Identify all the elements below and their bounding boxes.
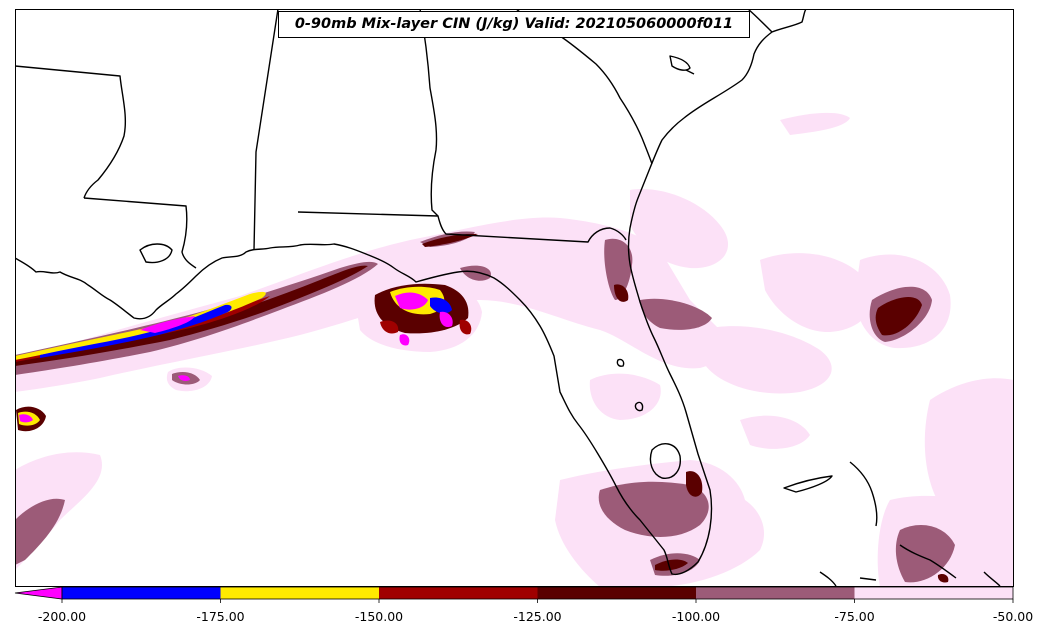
cin-darkred-south-fl (686, 471, 703, 497)
border-al-fl (297, 211, 627, 243)
cin-mauve-bahamas (895, 525, 955, 583)
cin-light-atlantic-5 (924, 378, 1014, 525)
island-bahamas-1 (849, 461, 878, 527)
cin-darkred-panhandle-line (422, 233, 478, 247)
colorbar-tick-label: -200.00 (37, 609, 87, 624)
border-nc-sc (747, 9, 773, 33)
border-la-ms (83, 197, 197, 269)
border-ms-al (253, 9, 279, 251)
colorbar-segment-0 (62, 587, 221, 599)
cin-light-atlantic-2 (700, 326, 832, 394)
map-content (15, 9, 1014, 587)
cin-light-central-florida (589, 373, 661, 420)
cin-mauve-south-fl (598, 481, 709, 537)
colorbar-segment-2 (379, 587, 538, 599)
cin-mauve-jax (604, 238, 633, 300)
lake-central-fl (634, 401, 644, 412)
border-tx-la (15, 65, 127, 199)
cin-magenta-gulf-band (140, 316, 195, 333)
cin-darkred-atlantic-speck (937, 573, 949, 583)
colorbar-tick-label: -75.00 (834, 609, 875, 624)
map-frame (15, 9, 1014, 587)
border-al-ga (419, 9, 439, 217)
cin-darkred-atlantic-ring (875, 296, 922, 336)
cin-blue-gulf-band (40, 304, 232, 358)
lake-pontchartrain (139, 243, 173, 264)
island-bahamas-2 (783, 475, 833, 493)
lake-okeechobee (649, 443, 681, 479)
colorbar-tick-label: -125.00 (513, 609, 562, 624)
island-bahamas-5 (859, 577, 877, 581)
cin-light-atlantic-1 (630, 189, 729, 269)
cin-light-atlantic-3 (760, 253, 873, 333)
colorbar-tick-label: -50.00 (992, 609, 1034, 624)
island-bahamas-4 (819, 571, 837, 587)
colorbar-tick-label: -150.00 (354, 609, 404, 624)
colorbar-segment-1 (220, 587, 379, 599)
colorbar-segment-3 (537, 587, 696, 599)
cin-yellow-gulf-band (15, 291, 266, 360)
cin-cluster-louisiana (166, 367, 212, 392)
gulf-coastline (15, 9, 807, 576)
cin-mauve-big-bend (460, 265, 491, 281)
cin-darkred-keys (655, 559, 688, 571)
borders (15, 9, 1001, 587)
cin-shading (15, 112, 1014, 587)
cin-cluster-texas (16, 406, 46, 432)
colorbar-segment-5 (854, 587, 1013, 599)
colorbar-segment-4 (696, 587, 855, 599)
colorbar-extend-min (14, 586, 63, 600)
island-bahamas-6 (983, 571, 1001, 587)
colorbar-tick-label: -100.00 (671, 609, 721, 624)
colorbar (14, 586, 1014, 603)
lake-central-fl-2 (616, 358, 625, 367)
map-title: 0-90mb Mix-layer CIN (J/kg) Valid: 20210… (278, 11, 750, 38)
island-georgia-coast (669, 55, 691, 71)
cin-mauve-gulf-sw (15, 498, 65, 565)
cin-mauve-east-coast (640, 298, 712, 330)
cin-light-atlantic-8 (740, 415, 810, 449)
cin-darkred-jax (614, 284, 629, 302)
cin-cluster-big-bend (355, 278, 482, 352)
colorbar-tick-label: -175.00 (196, 609, 245, 624)
island-nc-coast (685, 69, 695, 75)
cin-light-atlantic-7 (780, 112, 850, 135)
island-bahamas-3 (899, 544, 957, 579)
